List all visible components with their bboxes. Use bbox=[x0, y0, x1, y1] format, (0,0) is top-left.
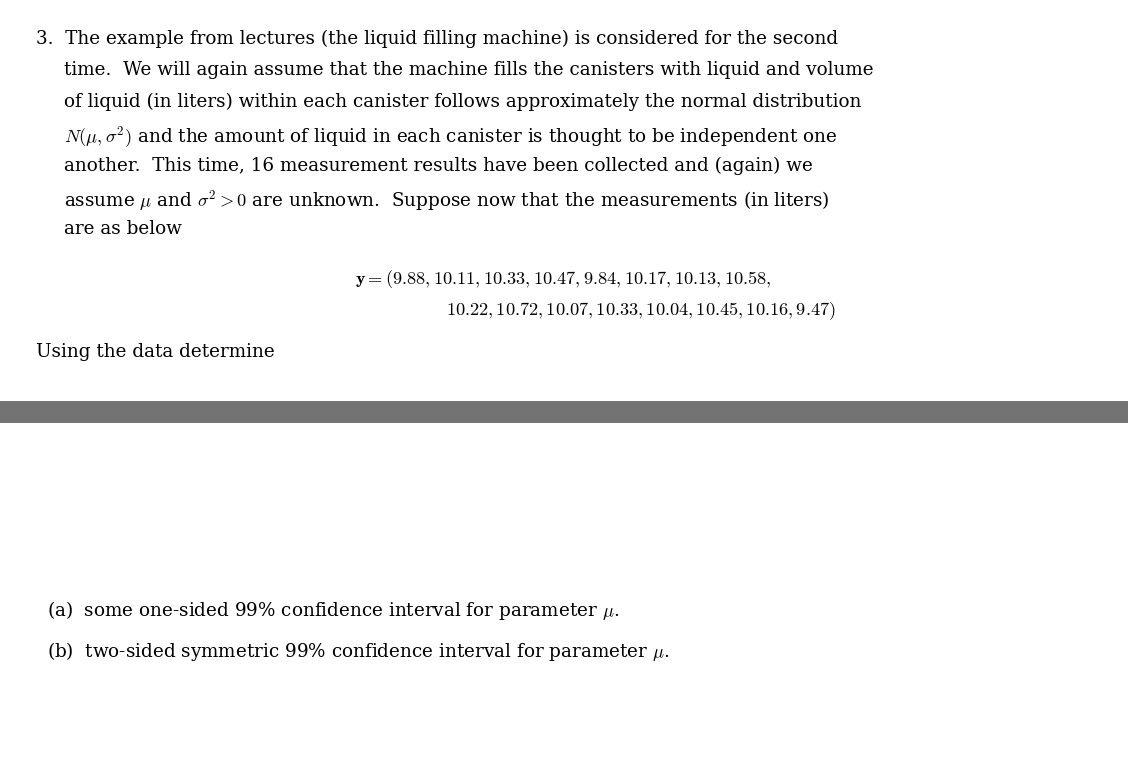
Text: $N(\mu, \sigma^2)$ and the amount of liquid in each canister is thought to be in: $N(\mu, \sigma^2)$ and the amount of liq… bbox=[64, 125, 837, 151]
Bar bbox=[0, 401, 1128, 423]
Text: another.  This time, 16 measurement results have been collected and (again) we: another. This time, 16 measurement resul… bbox=[64, 157, 813, 175]
Text: (a)  some one-sided 99% confidence interval for parameter $\mu$.: (a) some one-sided 99% confidence interv… bbox=[47, 599, 619, 622]
Text: time.  We will again assume that the machine fills the canisters with liquid and: time. We will again assume that the mach… bbox=[64, 61, 874, 79]
Text: $\mathbf{y} = (9.88, 10.11, 10.33, 10.47, 9.84, 10.17, 10.13, 10.58,$: $\mathbf{y} = (9.88, 10.11, 10.33, 10.47… bbox=[355, 268, 772, 290]
Text: are as below: are as below bbox=[64, 220, 182, 238]
Text: 3.  The example from lectures (the liquid filling machine) is considered for the: 3. The example from lectures (the liquid… bbox=[36, 29, 838, 48]
Text: $10.22, 10.72, 10.07, 10.33, 10.04, 10.45, 10.16, 9.47)$: $10.22, 10.72, 10.07, 10.33, 10.04, 10.4… bbox=[446, 300, 836, 322]
Text: Using the data determine: Using the data determine bbox=[36, 343, 275, 361]
Text: of liquid (in liters) within each canister follows approximately the normal dist: of liquid (in liters) within each canist… bbox=[64, 93, 862, 112]
Text: assume $\mu$ and $\sigma^2 > 0$ are unknown.  Suppose now that the measurements : assume $\mu$ and $\sigma^2 > 0$ are unkn… bbox=[64, 189, 830, 213]
Text: (b)  two-sided symmetric 99% confidence interval for parameter $\mu$.: (b) two-sided symmetric 99% confidence i… bbox=[47, 640, 670, 663]
